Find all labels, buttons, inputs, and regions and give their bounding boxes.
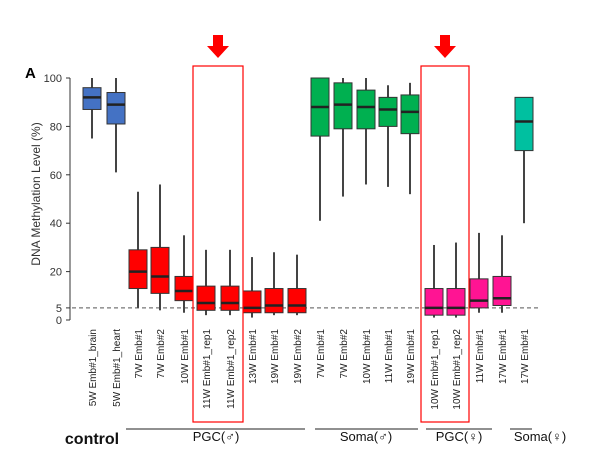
box-10 bbox=[310, 77, 330, 221]
box-15 bbox=[424, 244, 444, 318]
group-label-control: control bbox=[65, 431, 119, 448]
box-iqr bbox=[287, 288, 307, 314]
box-iqr bbox=[242, 290, 262, 314]
box-iqr bbox=[492, 275, 512, 306]
highlight-arrow-1 bbox=[434, 35, 456, 58]
x-tick-label: 10W Emb#1_rep2 bbox=[452, 329, 463, 410]
boxes-layer bbox=[82, 77, 534, 318]
x-tick-label: 5W Emb#1_heart bbox=[112, 329, 123, 407]
y-axis-label: DNA Methylation Level (%) bbox=[29, 122, 43, 265]
group-labels: control PGC(♂) Soma(♂) PGC(♀) Soma(♀) bbox=[65, 428, 566, 448]
x-tick-label: 11W Emb#1 bbox=[475, 329, 486, 384]
box-6 bbox=[220, 249, 240, 316]
box-iqr bbox=[264, 288, 284, 314]
x-tick-label: 7W Emb#2 bbox=[156, 329, 167, 379]
box-iqr bbox=[174, 275, 194, 302]
group-label-soma_male: Soma(♂) bbox=[340, 429, 392, 444]
x-tick-label: 17W Emb#1 bbox=[520, 329, 531, 384]
box-9 bbox=[287, 254, 307, 316]
x-tick-label: 19W Emb#1 bbox=[270, 329, 281, 384]
box-16 bbox=[446, 242, 466, 318]
x-tick-label: 7W Emb#1 bbox=[316, 329, 327, 379]
box-7 bbox=[242, 257, 262, 318]
box-iqr bbox=[514, 96, 534, 152]
box-18 bbox=[492, 235, 512, 313]
box-8 bbox=[264, 252, 284, 316]
box-iqr bbox=[446, 288, 466, 316]
highlights-layer bbox=[192, 35, 470, 423]
box-0 bbox=[82, 78, 102, 139]
panel-label: A bbox=[25, 65, 36, 82]
x-tick-label: 11W Emb#1_rep2 bbox=[226, 329, 237, 409]
group-label-pgc_male: PGC(♂) bbox=[193, 429, 240, 444]
box-iqr bbox=[106, 92, 126, 125]
y-tick-label: 5 bbox=[56, 303, 62, 315]
box-4 bbox=[174, 235, 194, 313]
x-tick-label: 19W Emb#1 bbox=[406, 329, 417, 384]
x-tick-label: 13W Emb#1 bbox=[248, 329, 259, 384]
box-2 bbox=[128, 191, 148, 308]
box-iqr bbox=[128, 249, 148, 290]
x-tick-label: 10W Emb#1 bbox=[180, 329, 191, 384]
group-label-soma_female: Soma(♀) bbox=[514, 429, 566, 444]
highlight-box-0 bbox=[192, 65, 244, 423]
box-17 bbox=[469, 232, 489, 313]
highlight-box-1 bbox=[420, 65, 470, 423]
box-iqr bbox=[150, 246, 170, 294]
x-tick-label: 11W Emb#1_rep1 bbox=[202, 329, 213, 409]
x-tick-label: 7W Emb#2 bbox=[339, 329, 350, 379]
x-tick-label: 7W Emb#1 bbox=[134, 329, 145, 379]
box-iqr bbox=[378, 96, 398, 127]
x-tick-label: 10W Emb#1 bbox=[362, 329, 373, 384]
box-1 bbox=[106, 78, 126, 173]
x-tick-label: 5W Emb#1_brain bbox=[88, 329, 99, 406]
x-tick-labels: 5W Emb#1_brain 5W Emb#1_heart 7W Emb#1 7W E… bbox=[88, 329, 531, 410]
highlight-arrow-0 bbox=[207, 35, 229, 58]
group-label-pgc_female: PGC(♀) bbox=[436, 429, 483, 444]
box-iqr bbox=[469, 278, 489, 309]
y-tick-label: 20 bbox=[50, 267, 62, 279]
x-tick-label: 19W Emb#2 bbox=[293, 329, 304, 384]
box-iqr bbox=[196, 285, 216, 311]
y-tick-label: 80 bbox=[50, 121, 62, 133]
box-iqr bbox=[220, 285, 240, 311]
box-12 bbox=[356, 78, 376, 185]
box-iqr bbox=[356, 89, 376, 130]
box-iqr bbox=[424, 288, 444, 316]
box-19 bbox=[514, 96, 534, 224]
box-14 bbox=[400, 82, 420, 195]
x-tick-label: 10W Emb#1_rep1 bbox=[430, 329, 441, 410]
box-11 bbox=[333, 78, 353, 197]
x-tick-label: 11W Emb#1 bbox=[384, 329, 395, 384]
y-tick-label: 0 bbox=[56, 315, 62, 327]
box-5 bbox=[196, 249, 216, 316]
y-tick-label: 40 bbox=[50, 218, 62, 230]
box-iqr bbox=[400, 94, 420, 135]
box-13 bbox=[378, 85, 398, 187]
y-tick-label: 100 bbox=[44, 73, 62, 85]
x-tick-label: 17W Emb#1 bbox=[498, 329, 509, 384]
y-axis: 05 20 40 60 80 100 bbox=[44, 73, 71, 327]
box-3 bbox=[150, 184, 170, 311]
y-tick-label: 60 bbox=[50, 170, 62, 182]
